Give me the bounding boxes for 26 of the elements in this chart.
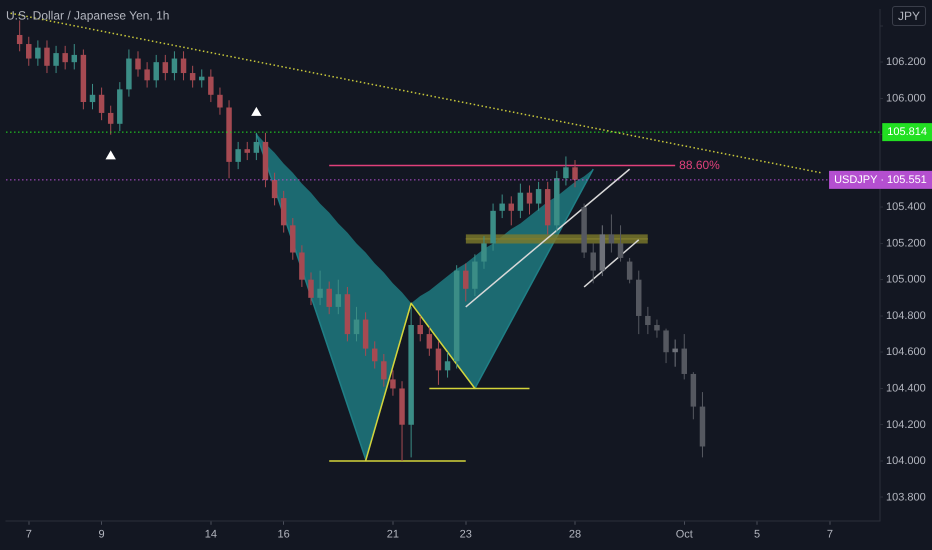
- x-tick-label: 14: [204, 528, 217, 540]
- x-tick-label: 5: [754, 528, 760, 540]
- ref-line-label: 105.814: [887, 126, 928, 138]
- text: JPY: [892, 6, 926, 26]
- y-tick-label: 103.800: [886, 491, 926, 504]
- y-tick-label: 104.400: [886, 382, 926, 394]
- chart-title: U.S. Dollar / Japanese Yen, 1h: [6, 8, 170, 22]
- y-tick-label: 105.200: [886, 237, 926, 250]
- y-tick-label: 104.200: [886, 418, 926, 431]
- x-tick-label: Oct: [676, 528, 693, 540]
- y-tick-label: 104.000: [886, 455, 926, 468]
- ref-line-label: USDJPY · 105.551: [834, 174, 927, 186]
- y-tick-label: 104.800: [886, 310, 926, 322]
- x-tick-label: 21: [386, 528, 400, 540]
- x-tick-label: 23: [460, 528, 472, 540]
- y-tick-label: 104.600: [886, 346, 926, 358]
- y-tick-label: 105.400: [886, 201, 926, 214]
- series-label: 88.60%: [679, 158, 720, 172]
- x-tick-label: 9: [98, 528, 105, 540]
- x-tick-label: 16: [278, 528, 290, 540]
- y-tick-label: 105.000: [886, 274, 926, 286]
- y-tick-label: 106.200: [886, 56, 926, 68]
- x-tick-label: 7: [826, 528, 833, 540]
- x-tick-label: 7: [26, 528, 32, 540]
- x-tick-label: 28: [568, 528, 582, 540]
- y-tick-label: 106.000: [886, 92, 926, 104]
